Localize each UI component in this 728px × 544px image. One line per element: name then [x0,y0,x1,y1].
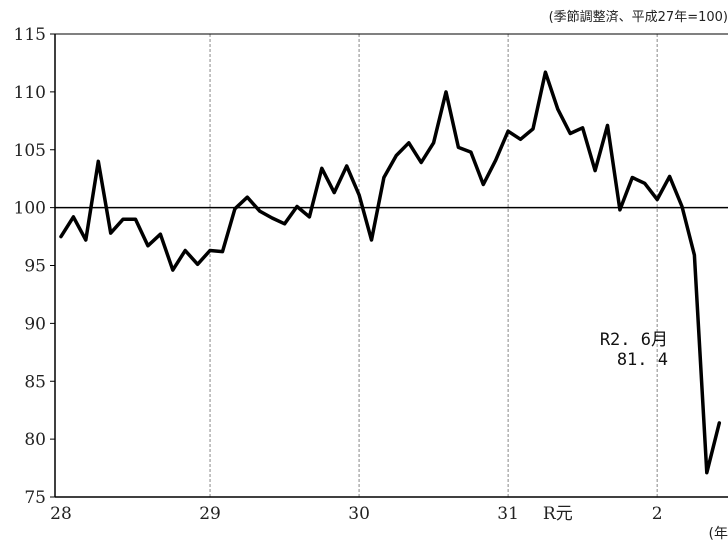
y-tick-label: 95 [24,257,46,277]
latest-value-callout: R2. 6月 81. 4 [596,330,668,370]
y-tick-label: 85 [24,372,46,392]
y-tick-label: 105 [14,141,46,161]
x-tick-label: 28 [50,504,72,524]
x-tick-label: 30 [348,504,370,524]
x-tick-label: 29 [199,504,221,524]
callout-value: 81. 4 [616,350,668,370]
y-tick-label: 115 [14,25,46,45]
series-line [59,70,722,475]
series-layer [59,70,722,475]
x-tick-label: 2 [652,504,663,524]
x-tick-label: 31 [497,504,519,524]
y-tick-label: 75 [24,488,46,508]
x-axis: 28 29 30 31 R元 2 [50,496,728,524]
y-tick-label: 80 [24,430,46,450]
gridlines [55,33,728,497]
y-tick-label: 110 [14,83,46,103]
y-tick-label: 100 [14,199,46,219]
x-tick-label: R元 [543,504,573,524]
callout-month: R2. 6月 [599,330,668,350]
year-axis-note: (年 [708,526,728,542]
y-tick-label: 90 [24,314,46,334]
y-axis: 75 80 85 90 95 100 105 110 115 [14,25,56,508]
unit-note: (季節調整済、平成27年=100) [548,10,728,25]
